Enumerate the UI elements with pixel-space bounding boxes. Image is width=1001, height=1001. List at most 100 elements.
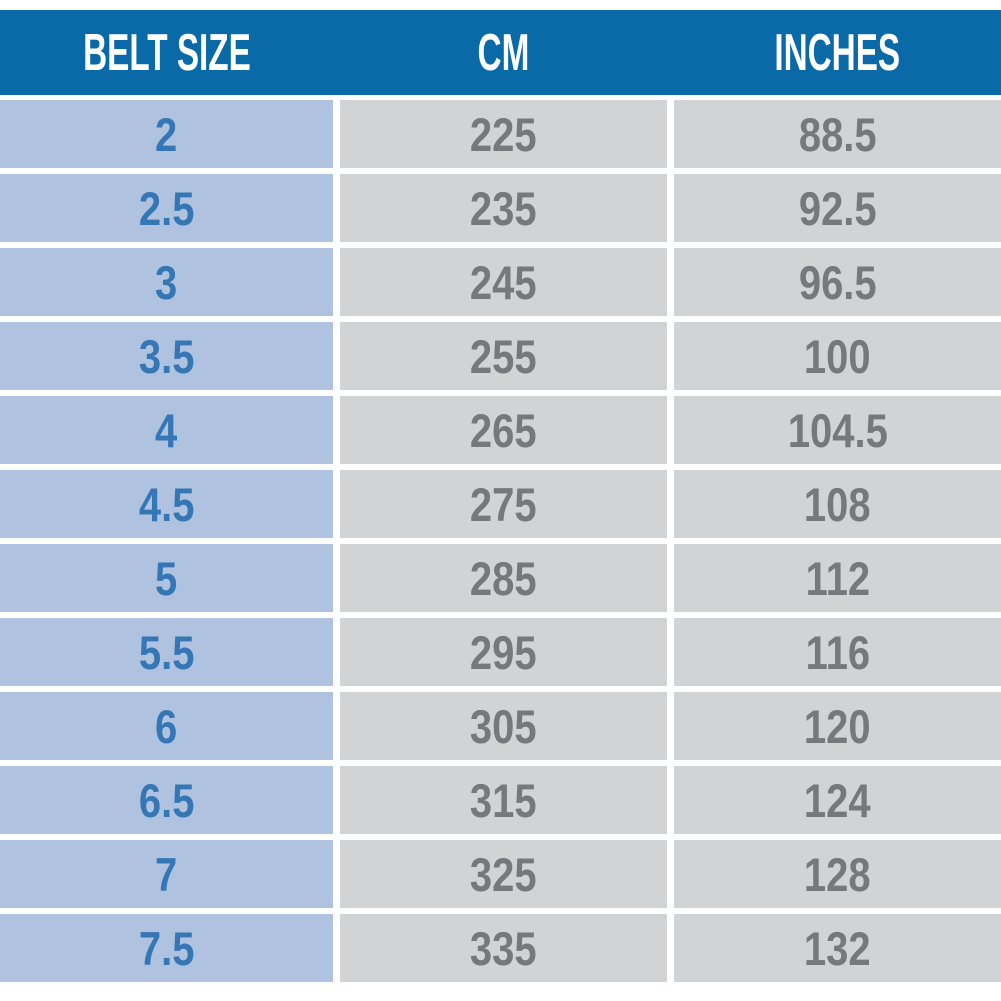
column-gutter xyxy=(333,914,340,982)
inches-cell: 116 xyxy=(674,618,1001,686)
cm-value: 245 xyxy=(470,255,537,309)
cm-cell: 285 xyxy=(340,544,667,612)
table-header-row: BELT SIZE CM INCHES xyxy=(0,10,1001,95)
size-cell: 4.5 xyxy=(0,470,333,538)
inches-cell: 92.5 xyxy=(674,174,1001,242)
column-gutter xyxy=(333,544,340,612)
header-gutter xyxy=(333,10,340,95)
cm-cell: 305 xyxy=(340,692,667,760)
size-value: 7.5 xyxy=(138,921,195,975)
cm-cell: 335 xyxy=(340,914,667,982)
size-value: 5.5 xyxy=(138,625,195,679)
inches-value: 88.5 xyxy=(798,107,877,161)
inches-value: 104.5 xyxy=(787,403,888,457)
inches-cell: 96.5 xyxy=(674,248,1001,316)
cm-value: 265 xyxy=(470,403,537,457)
column-gutter xyxy=(333,840,340,908)
inches-cell: 120 xyxy=(674,692,1001,760)
header-gutter xyxy=(667,10,674,95)
column-gutter xyxy=(667,618,674,686)
column-gutter xyxy=(667,248,674,316)
inches-value: 120 xyxy=(804,699,871,753)
column-gutter xyxy=(667,470,674,538)
column-header-inches-label: INCHES xyxy=(774,23,901,82)
size-value: 3.5 xyxy=(138,329,195,383)
inches-value: 128 xyxy=(804,847,871,901)
cm-value: 295 xyxy=(470,625,537,679)
column-gutter xyxy=(667,840,674,908)
cm-value: 285 xyxy=(470,551,537,605)
inches-cell: 100 xyxy=(674,322,1001,390)
column-gutter xyxy=(667,100,674,168)
column-gutter xyxy=(667,914,674,982)
column-gutter xyxy=(667,322,674,390)
inches-value: 132 xyxy=(804,921,871,975)
column-gutter xyxy=(333,248,340,316)
inches-cell: 112 xyxy=(674,544,1001,612)
size-value: 5 xyxy=(155,551,178,605)
column-header-cm-label: CM xyxy=(477,23,530,82)
inches-value: 96.5 xyxy=(798,255,877,309)
size-cell: 4 xyxy=(0,396,333,464)
cm-value: 275 xyxy=(470,477,537,531)
column-gutter xyxy=(667,766,674,834)
column-gutter xyxy=(333,618,340,686)
cm-value: 335 xyxy=(470,921,537,975)
cm-value: 325 xyxy=(470,847,537,901)
size-value: 3 xyxy=(155,255,178,309)
cm-cell: 225 xyxy=(340,100,667,168)
inches-cell: 128 xyxy=(674,840,1001,908)
inches-value: 108 xyxy=(804,477,871,531)
size-value: 6.5 xyxy=(138,773,195,827)
cm-cell: 295 xyxy=(340,618,667,686)
inches-value: 116 xyxy=(805,625,870,679)
column-header-inches: INCHES xyxy=(674,10,1001,95)
column-gutter xyxy=(333,766,340,834)
size-cell: 5.5 xyxy=(0,618,333,686)
size-cell: 7 xyxy=(0,840,333,908)
cm-cell: 265 xyxy=(340,396,667,464)
inches-value: 124 xyxy=(804,773,871,827)
size-value: 4.5 xyxy=(138,477,195,531)
cm-cell: 255 xyxy=(340,322,667,390)
size-cell: 6.5 xyxy=(0,766,333,834)
size-value: 2.5 xyxy=(138,181,195,235)
cm-cell: 315 xyxy=(340,766,667,834)
size-value: 4 xyxy=(155,403,178,457)
column-gutter xyxy=(333,692,340,760)
cm-cell: 235 xyxy=(340,174,667,242)
column-gutter xyxy=(667,396,674,464)
column-header-belt-size: BELT SIZE xyxy=(0,10,333,95)
column-gutter xyxy=(667,174,674,242)
column-header-cm: CM xyxy=(340,10,667,95)
size-value: 2 xyxy=(155,107,178,161)
inches-value: 92.5 xyxy=(798,181,877,235)
cm-value: 255 xyxy=(470,329,537,383)
inches-cell: 132 xyxy=(674,914,1001,982)
column-gutter xyxy=(333,322,340,390)
column-gutter xyxy=(333,470,340,538)
size-cell: 2 xyxy=(0,100,333,168)
cm-value: 305 xyxy=(470,699,537,753)
size-cell: 5 xyxy=(0,544,333,612)
cm-cell: 245 xyxy=(340,248,667,316)
inches-cell: 88.5 xyxy=(674,100,1001,168)
column-gutter xyxy=(333,174,340,242)
size-cell: 2.5 xyxy=(0,174,333,242)
size-cell: 6 xyxy=(0,692,333,760)
size-cell: 7.5 xyxy=(0,914,333,982)
cm-cell: 275 xyxy=(340,470,667,538)
size-cell: 3 xyxy=(0,248,333,316)
column-gutter xyxy=(667,544,674,612)
column-gutter xyxy=(333,100,340,168)
cm-value: 235 xyxy=(470,181,537,235)
inches-cell: 108 xyxy=(674,470,1001,538)
inches-value: 100 xyxy=(804,329,871,383)
column-header-belt-size-label: BELT SIZE xyxy=(82,23,251,82)
inches-value: 112 xyxy=(805,551,870,605)
cm-cell: 325 xyxy=(340,840,667,908)
size-cell: 3.5 xyxy=(0,322,333,390)
cm-value: 225 xyxy=(470,107,537,161)
inches-cell: 124 xyxy=(674,766,1001,834)
